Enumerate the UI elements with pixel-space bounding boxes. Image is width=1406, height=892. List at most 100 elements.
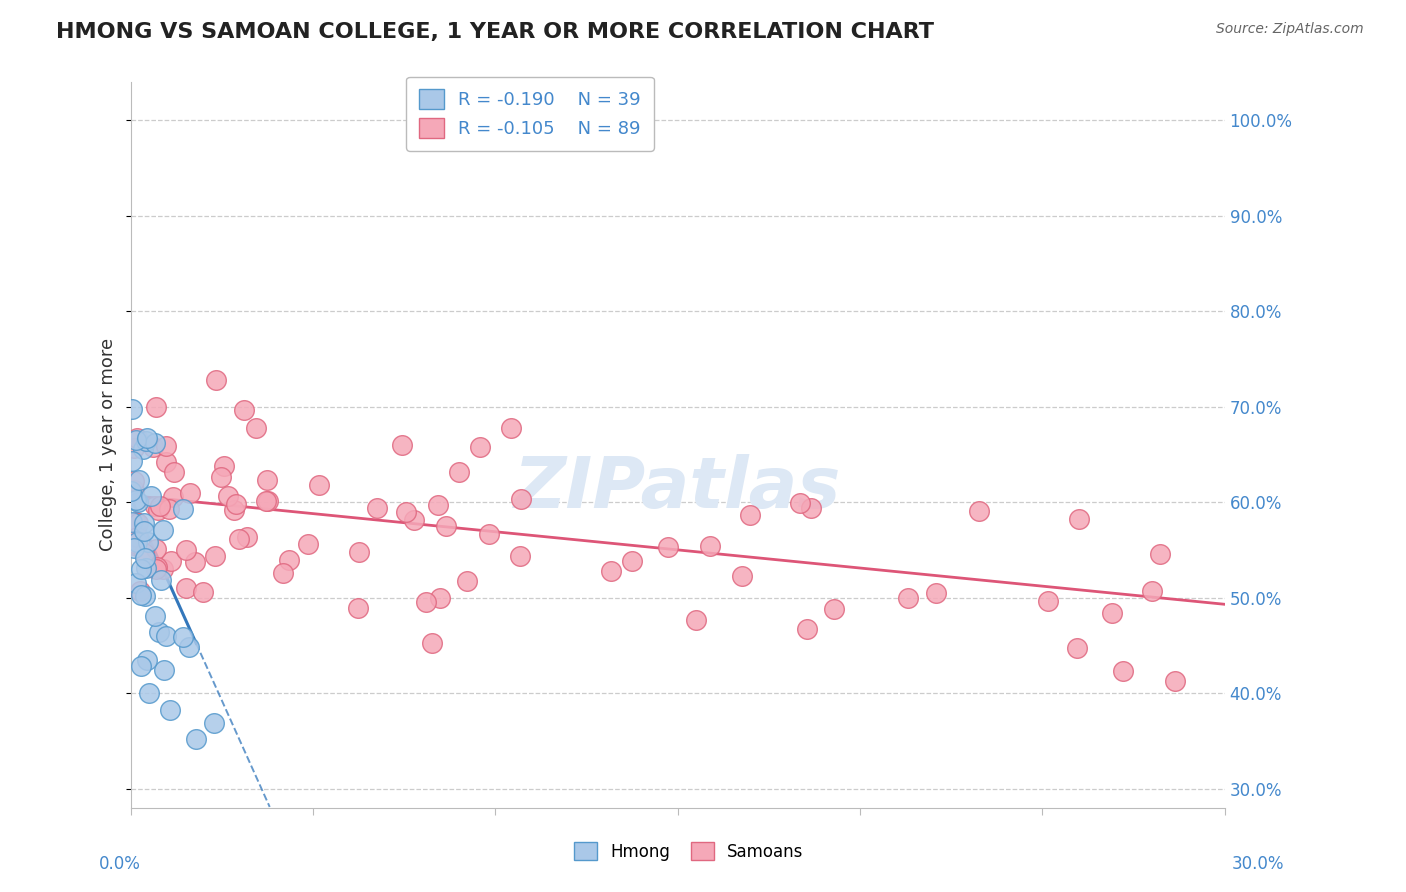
Point <box>121 515 143 529</box>
Point <box>163 465 186 479</box>
Point <box>162 490 184 504</box>
Point <box>129 562 152 576</box>
Point <box>599 565 621 579</box>
Point <box>124 575 146 590</box>
Point <box>152 663 174 677</box>
Point <box>391 438 413 452</box>
Point <box>176 543 198 558</box>
Point <box>146 559 169 574</box>
Point <box>138 686 160 700</box>
Point <box>184 555 207 569</box>
Point <box>204 549 226 563</box>
Point <box>143 608 166 623</box>
Text: Source: ZipAtlas.com: Source: ZipAtlas.com <box>1216 22 1364 37</box>
Legend: Hmong, Samoans: Hmong, Samoans <box>568 836 810 868</box>
Point <box>129 583 152 598</box>
Point <box>738 508 761 523</box>
Point <box>179 640 201 655</box>
Point <box>509 549 531 563</box>
Point <box>420 636 443 650</box>
Point <box>245 420 267 434</box>
Point <box>146 503 169 517</box>
Point <box>228 532 250 546</box>
Point <box>174 581 197 595</box>
Point <box>145 541 167 556</box>
Point <box>478 527 501 541</box>
Point <box>254 494 277 508</box>
Point <box>139 489 162 503</box>
Point <box>1066 640 1088 655</box>
Point <box>149 573 172 587</box>
Point <box>145 401 167 415</box>
Point <box>125 492 148 507</box>
Point <box>132 546 155 560</box>
Point <box>297 537 319 551</box>
Point <box>800 501 823 516</box>
Point <box>143 500 166 514</box>
Point <box>125 432 148 446</box>
Point <box>1101 606 1123 620</box>
Point <box>125 433 148 447</box>
Point <box>134 551 156 566</box>
Point <box>501 421 523 435</box>
Point <box>135 434 157 449</box>
Point <box>125 530 148 544</box>
Point <box>142 441 165 455</box>
Point <box>134 590 156 604</box>
Point <box>186 731 208 746</box>
Point <box>273 566 295 581</box>
Point <box>132 442 155 456</box>
Point <box>121 401 143 416</box>
Text: 30.0%: 30.0% <box>1232 855 1285 872</box>
Point <box>145 562 167 576</box>
Point <box>122 541 145 555</box>
Point <box>148 624 170 639</box>
Point <box>347 545 370 559</box>
Point <box>224 503 246 517</box>
Point <box>128 473 150 487</box>
Point <box>179 485 201 500</box>
Point <box>308 478 330 492</box>
Point <box>132 516 155 530</box>
Point <box>1067 512 1090 526</box>
Point <box>209 469 232 483</box>
Legend: R = -0.190    N = 39, R = -0.105    N = 89: R = -0.190 N = 39, R = -0.105 N = 89 <box>406 77 654 151</box>
Point <box>122 483 145 497</box>
Point <box>404 513 426 527</box>
Point <box>134 524 156 538</box>
Point <box>152 561 174 575</box>
Point <box>1164 674 1187 689</box>
Point <box>125 516 148 530</box>
Point <box>202 715 225 730</box>
Point <box>366 501 388 516</box>
Point <box>155 455 177 469</box>
Point <box>135 561 157 575</box>
Point <box>205 373 228 387</box>
Point <box>1036 594 1059 608</box>
Point <box>159 502 181 516</box>
Point <box>621 554 644 568</box>
Point <box>127 494 149 508</box>
Point <box>160 554 183 568</box>
Point <box>122 441 145 455</box>
Point <box>1112 664 1135 678</box>
Point <box>456 574 478 588</box>
Point <box>225 497 247 511</box>
Point <box>172 501 194 516</box>
Point <box>278 553 301 567</box>
Point <box>510 491 533 506</box>
Point <box>447 465 470 479</box>
Point <box>796 622 818 636</box>
Point <box>233 403 256 417</box>
Point <box>657 540 679 554</box>
Point <box>120 483 142 498</box>
Point <box>415 595 437 609</box>
Point <box>468 440 491 454</box>
Point <box>136 653 159 667</box>
Point <box>897 591 920 605</box>
Point <box>1142 583 1164 598</box>
Point <box>699 539 721 553</box>
Point <box>429 591 451 605</box>
Point <box>152 523 174 537</box>
Point <box>395 505 418 519</box>
